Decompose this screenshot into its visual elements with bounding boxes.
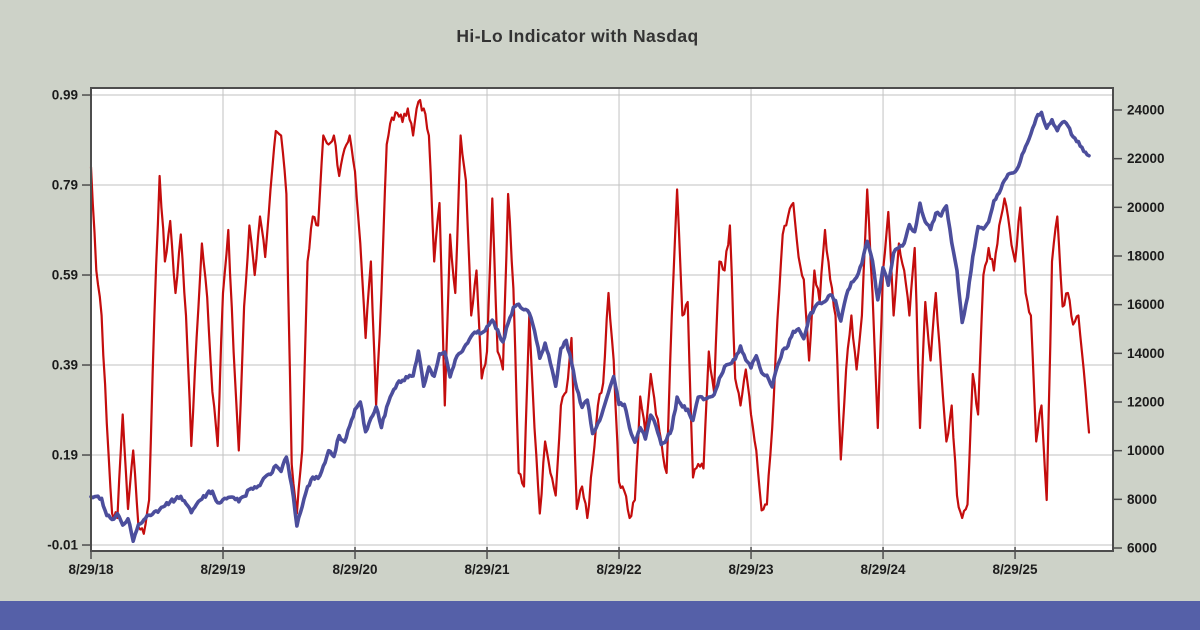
x-tick-label: 8/29/24	[861, 562, 907, 577]
y-left-tick-label: 0.19	[52, 448, 78, 463]
y-right-tick-label: 10000	[1127, 443, 1165, 458]
y-right-tick-label: 8000	[1127, 492, 1157, 507]
series-line-nasdaq-composite	[89, 110, 1091, 543]
y-right-tick-label: 20000	[1127, 200, 1165, 215]
x-tick-label: 8/29/21	[464, 562, 510, 577]
plot-frame	[90, 87, 1114, 552]
x-tick-label: 8/29/20	[332, 562, 377, 577]
y-right-tick-label: 24000	[1127, 102, 1165, 117]
y-right-tick-label: 18000	[1127, 249, 1165, 264]
plot-area	[91, 88, 1113, 551]
y-left-tick-label: -0.01	[47, 538, 78, 553]
y-right-tick-label: 12000	[1127, 395, 1165, 410]
x-tick-label: 8/29/19	[200, 562, 245, 577]
y-left-tick-label: 0.39	[52, 358, 78, 373]
x-tick-label: 8/29/23	[729, 562, 775, 577]
series-line-hi-lo-indicator	[89, 98, 1091, 535]
chart-title: Hi-Lo Indicator with Nasdaq	[456, 26, 699, 46]
y-left-tick-label: 0.59	[52, 268, 78, 283]
x-tick-label: 8/29/25	[993, 562, 1039, 577]
footer-bar	[0, 601, 1200, 630]
y-right-tick-label: 14000	[1127, 346, 1165, 361]
y-right-tick-label: 6000	[1127, 541, 1157, 556]
x-tick-label: 8/29/22	[597, 562, 642, 577]
y-left-tick-label: 0.99	[52, 88, 78, 103]
y-right-tick-label: 22000	[1127, 151, 1165, 166]
y-right-tick-label: 16000	[1127, 297, 1165, 312]
y-left-tick-label: 0.79	[52, 178, 78, 193]
x-tick-label: 8/29/18	[68, 562, 114, 577]
